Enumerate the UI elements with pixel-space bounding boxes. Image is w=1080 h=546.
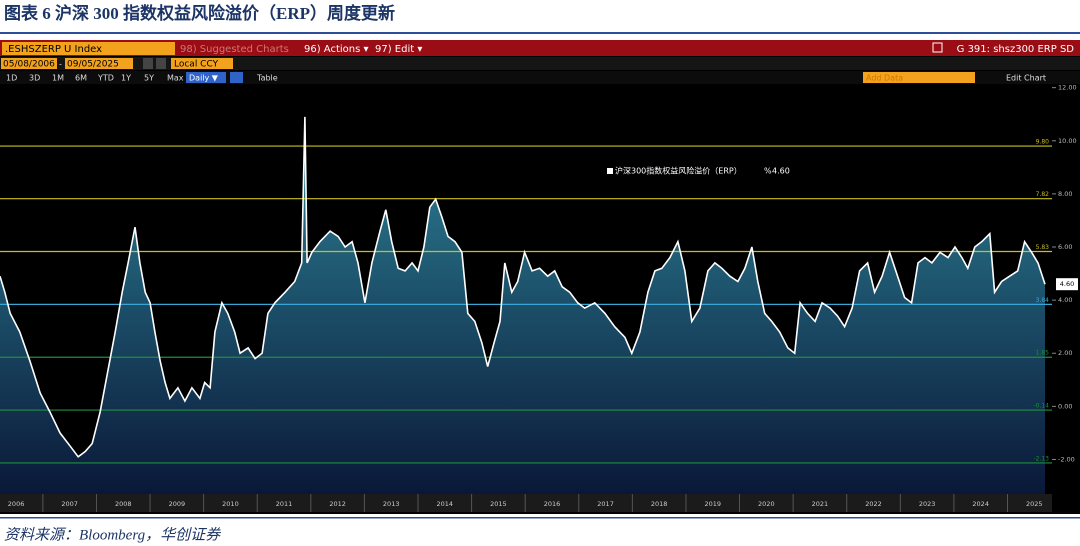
chart-icon[interactable] bbox=[230, 72, 243, 83]
x-tick-label: 2024 bbox=[972, 500, 989, 508]
title-rule bbox=[0, 32, 1080, 34]
plot: 9.80 7.82 5.83 3.84 1.85 -0.14 -2.13 bbox=[0, 116, 1052, 495]
x-tick-label: 2011 bbox=[276, 500, 293, 508]
y-tick-label: 0.00 bbox=[1058, 402, 1072, 410]
ticker-box bbox=[2, 42, 175, 55]
legend-swatch bbox=[607, 168, 613, 174]
next-button[interactable] bbox=[156, 58, 166, 69]
launch-icon[interactable] bbox=[932, 42, 943, 53]
reference-label: 3.84 bbox=[1036, 297, 1050, 304]
x-tick-label: 2021 bbox=[812, 500, 829, 508]
last-value-box bbox=[1056, 278, 1078, 291]
date-dash: - bbox=[59, 60, 62, 69]
period-button[interactable]: 5Y bbox=[144, 74, 154, 83]
x-tick-label: 2019 bbox=[704, 500, 721, 508]
period-button[interactable]: 1D bbox=[6, 74, 17, 83]
start-date-box[interactable] bbox=[1, 58, 57, 69]
currency-box[interactable] bbox=[171, 58, 233, 69]
x-tick-label: 2014 bbox=[437, 500, 454, 508]
frequency[interactable]: Daily ▼ bbox=[189, 74, 219, 83]
reference-label: -0.14 bbox=[1033, 403, 1049, 410]
x-tick-label: 2010 bbox=[222, 500, 239, 508]
add-data-box[interactable] bbox=[863, 72, 975, 83]
x-tick-label: 2017 bbox=[597, 500, 614, 508]
x-tick-label: 2025 bbox=[1026, 500, 1043, 508]
table-button[interactable]: Table bbox=[256, 74, 278, 83]
x-tick-label: 2018 bbox=[651, 500, 668, 508]
period-button[interactable]: 1M bbox=[52, 74, 64, 83]
period-button[interactable]: YTD bbox=[97, 74, 114, 83]
y-tick-label: 10.00 bbox=[1058, 137, 1077, 145]
source-rule bbox=[0, 517, 1080, 519]
legend-label: 沪深300指数权益风险溢价（ERP） bbox=[615, 166, 742, 176]
suggested-charts[interactable]: 98) Suggested Charts bbox=[180, 44, 289, 55]
x-tick-label: 2015 bbox=[490, 500, 507, 508]
x-tick-label: 2008 bbox=[115, 500, 132, 508]
frequency-box[interactable] bbox=[186, 72, 226, 83]
ticker: .ESHSZERP U Index bbox=[5, 44, 102, 55]
y-tick-label: 8.00 bbox=[1058, 190, 1072, 198]
legend bbox=[603, 164, 793, 179]
x-tick-label: 2009 bbox=[169, 500, 186, 508]
document-title: 图表 6 沪深 300 指数权益风险溢价（ERP）周度更新 bbox=[4, 3, 395, 23]
x-tick-label: 2016 bbox=[544, 500, 561, 508]
x-tick-label: 2007 bbox=[61, 500, 78, 508]
period-bar bbox=[0, 71, 1080, 84]
currency[interactable]: Local CCY bbox=[174, 60, 219, 70]
end-date[interactable]: 09/05/2025 bbox=[67, 60, 119, 70]
edit-menu[interactable]: 97) Edit ▾ bbox=[375, 44, 422, 55]
period-buttons: 1D 3D 1M 6M YTD 1Y 5Y Max bbox=[6, 74, 184, 83]
period-button[interactable]: Max bbox=[167, 74, 184, 83]
prev-button[interactable] bbox=[143, 58, 153, 69]
reference-label: 9.80 bbox=[1036, 139, 1050, 146]
end-date-box[interactable] bbox=[65, 58, 133, 69]
y-tick-label: 6.00 bbox=[1058, 243, 1072, 251]
add-data[interactable]: Add Data bbox=[866, 74, 903, 83]
reference-label: 5.83 bbox=[1036, 244, 1050, 251]
actions-menu[interactable]: 96) Actions ▾ bbox=[304, 44, 369, 55]
y-tick-label: 2.00 bbox=[1058, 349, 1072, 357]
y-tick-label: 12.00 bbox=[1058, 84, 1077, 92]
start-date[interactable]: 05/08/2006 bbox=[3, 60, 55, 70]
period-button[interactable]: 1Y bbox=[121, 74, 131, 83]
x-tick-label: 2006 bbox=[8, 500, 25, 508]
y-tick-label: 4.00 bbox=[1058, 296, 1072, 304]
period-button[interactable]: 3D bbox=[29, 74, 40, 83]
source: 资料来源：Bloomberg，华创证券 bbox=[4, 526, 221, 543]
legend-value: 4.60 bbox=[772, 167, 790, 176]
y-tick-label: -2.00 bbox=[1058, 455, 1075, 463]
x-tick-label: 2012 bbox=[329, 500, 346, 508]
area bbox=[0, 116, 1045, 495]
series-line bbox=[0, 116, 1046, 458]
reference-label: 1.85 bbox=[1036, 350, 1050, 357]
edit-chart[interactable]: Edit Chart bbox=[1006, 74, 1046, 83]
reference-label: -2.13 bbox=[1033, 455, 1049, 462]
chart-id: G 391: shsz300 ERP SD bbox=[957, 44, 1075, 55]
x-tick-label: 2023 bbox=[919, 500, 936, 508]
x-tick-label: 2020 bbox=[758, 500, 775, 508]
period-button[interactable]: 6M bbox=[75, 74, 87, 83]
last-value-label: 4.60 bbox=[1060, 280, 1074, 288]
date-bar bbox=[0, 57, 1080, 70]
x-axis-band bbox=[0, 494, 1052, 512]
reference-label: 7.82 bbox=[1036, 191, 1050, 198]
x-tick-label: 2013 bbox=[383, 500, 400, 508]
x-tick-label: 2022 bbox=[865, 500, 882, 508]
legend-unit: % bbox=[764, 167, 772, 176]
header-bar bbox=[0, 40, 1080, 56]
